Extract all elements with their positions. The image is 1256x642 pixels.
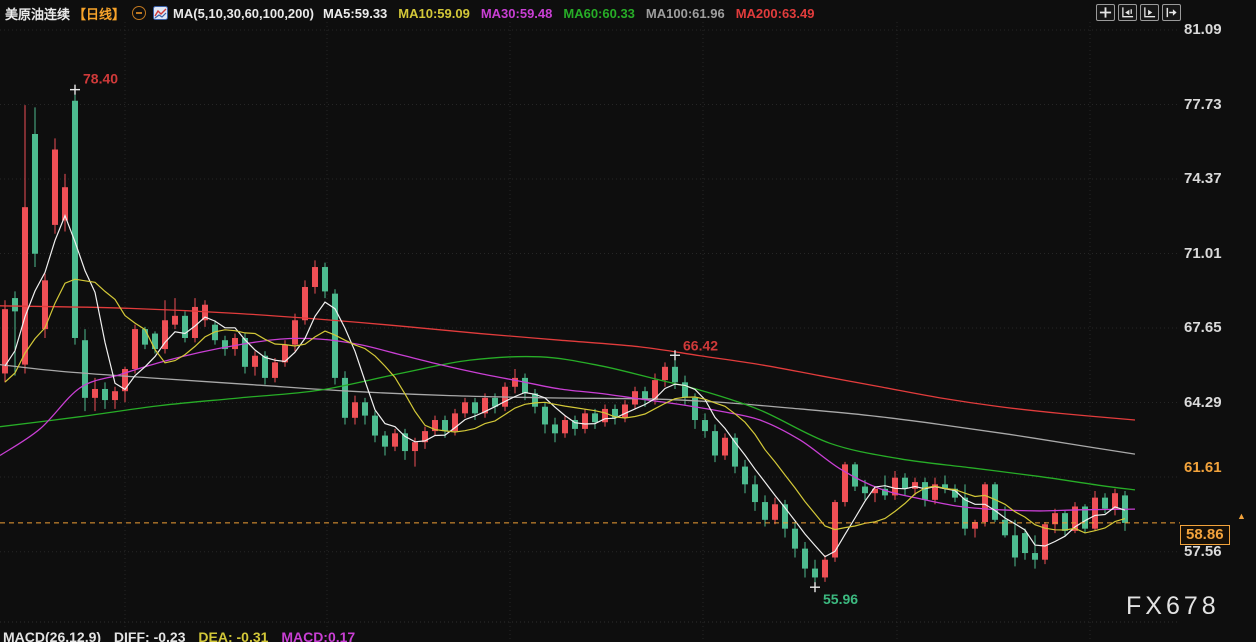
- highlight-price-label: 61.61: [1184, 458, 1224, 476]
- jump-latest-icon[interactable]: [1162, 4, 1181, 21]
- symbol-name: 美原油连续: [5, 6, 71, 22]
- ma60-value: MA60:60.33: [563, 5, 635, 21]
- ma10-value: MA10:59.09: [398, 5, 470, 21]
- macd-value: MACD:0.17: [281, 629, 356, 642]
- current-price-box: 58.86: [1180, 524, 1230, 545]
- chart-header: 美原油连续 【日线】 MA(5,10,30,60,100,200) MA5:59…: [5, 4, 825, 22]
- svg-text:66.42: 66.42: [683, 337, 718, 353]
- svg-text:55.96: 55.96: [823, 591, 858, 607]
- price-alert-arrow-icon: ▲: [1237, 510, 1246, 521]
- collapse-indicator-icon[interactable]: [132, 6, 147, 20]
- svg-text:78.40: 78.40: [83, 71, 118, 87]
- macd-indicator-row: MACD(26,12,9) DIFF: -0.23 DEA: -0.31 MAC…: [3, 629, 364, 642]
- playback-icon[interactable]: [1140, 4, 1159, 21]
- macd-params: MACD(26,12,9): [3, 629, 102, 642]
- diff-value: DIFF: -0.23: [113, 629, 186, 642]
- ma5-value: MA5:59.33: [322, 5, 388, 21]
- scale-back-icon[interactable]: [1118, 4, 1137, 21]
- watermark: FX678: [1126, 592, 1220, 620]
- ma-settings-label: MA(5,10,30,60,100,200): [173, 5, 314, 21]
- dea-value: DEA: -0.31: [198, 629, 269, 642]
- period-label[interactable]: 【日线】: [73, 6, 126, 22]
- indicator-mini-icon[interactable]: [153, 6, 169, 20]
- ma100-value: MA100:61.96: [645, 5, 725, 21]
- chart-toolbar: [1096, 4, 1181, 21]
- ma200-value: MA200:63.49: [735, 5, 815, 21]
- pan-icon[interactable]: [1096, 4, 1115, 21]
- ma30-value: MA30:59.48: [480, 5, 553, 21]
